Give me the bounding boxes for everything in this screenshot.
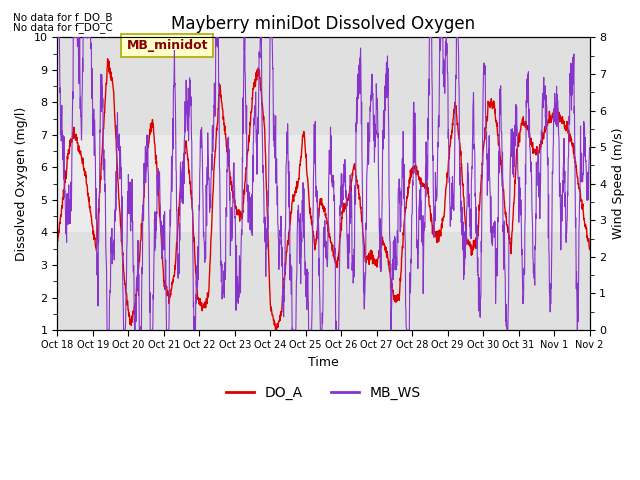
Bar [57, 135, 589, 232]
Legend: DO_A, MB_WS: DO_A, MB_WS [220, 380, 426, 405]
Text: No data for f_DO_B: No data for f_DO_B [13, 12, 112, 23]
Bar [57, 232, 589, 330]
Y-axis label: Wind Speed (m/s): Wind Speed (m/s) [612, 128, 625, 240]
Title: Mayberry miniDot Dissolved Oxygen: Mayberry miniDot Dissolved Oxygen [172, 15, 476, 33]
Text: MB_minidot: MB_minidot [127, 39, 208, 52]
Y-axis label: Dissolved Oxygen (mg/l): Dissolved Oxygen (mg/l) [15, 107, 28, 261]
X-axis label: Time: Time [308, 356, 339, 369]
Bar [57, 37, 589, 135]
Text: No data for f_DO_C: No data for f_DO_C [13, 22, 113, 33]
